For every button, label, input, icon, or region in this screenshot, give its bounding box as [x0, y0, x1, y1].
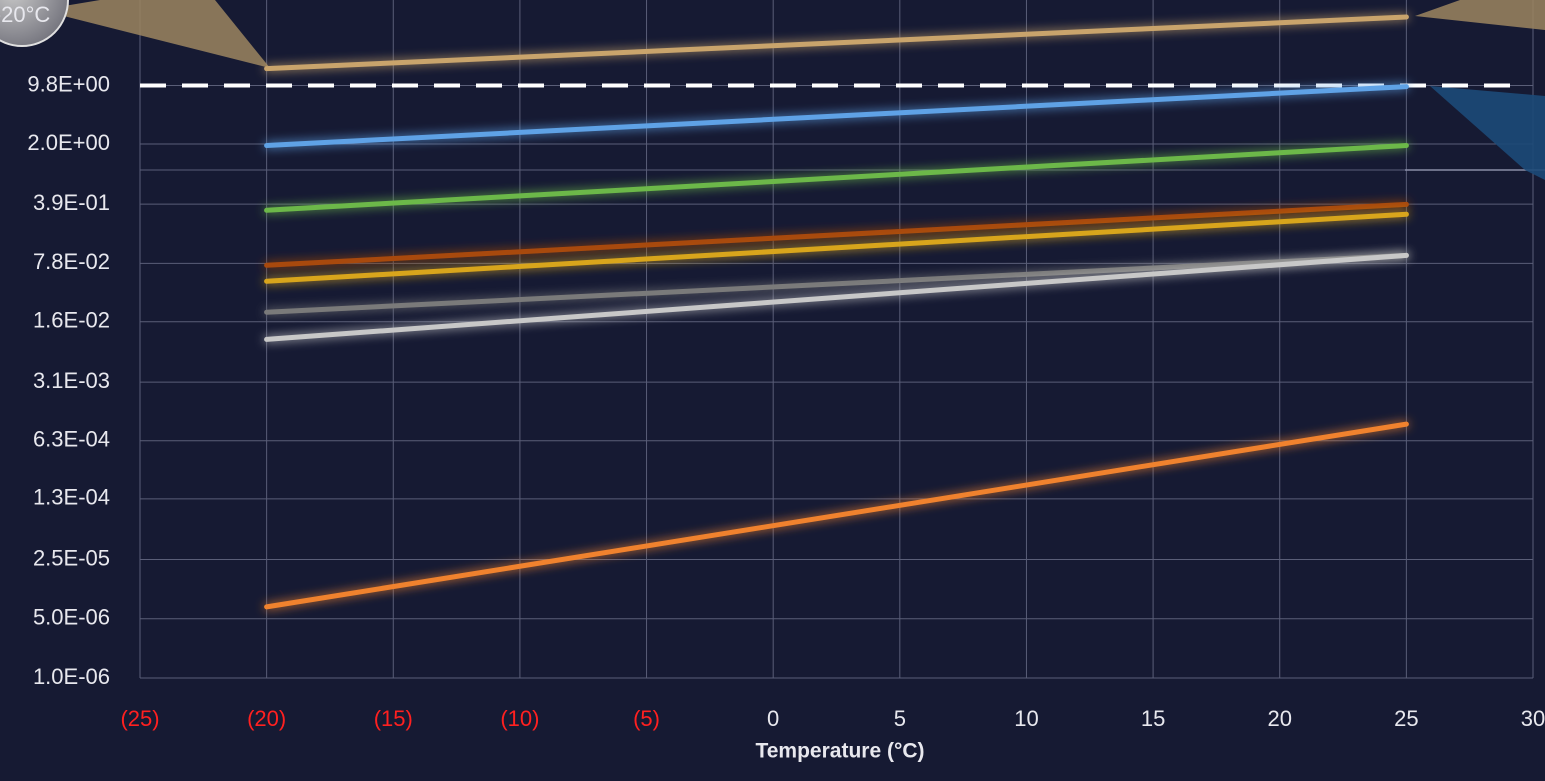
y-tick-label: 1.3E-04	[33, 485, 110, 510]
x-tick-label: (20)	[247, 706, 286, 731]
series-line	[264, 211, 1409, 284]
y-tick-label: 1.0E-06	[33, 664, 110, 689]
x-tick-label: 20	[1267, 706, 1291, 731]
series-line	[264, 421, 1409, 610]
x-tick-label: 10	[1014, 706, 1038, 731]
y-tick-label: 7.8E-02	[33, 249, 110, 274]
y-tick-label: 6.3E-04	[33, 427, 110, 452]
series-line	[264, 252, 1409, 315]
y-tick-label: 1.6E-02	[33, 308, 110, 333]
y-tick-label: 9.8E+00	[27, 71, 110, 96]
series-line	[264, 84, 1409, 148]
x-tick-label: 5	[894, 706, 906, 731]
annotation: -20°C	[0, 2, 50, 27]
y-tick-label: 2.5E-05	[33, 545, 110, 570]
callout-pointer	[40, 0, 270, 68]
y-tick-label: 3.9E-01	[33, 190, 110, 215]
y-tick-label: 3.1E-03	[33, 368, 110, 393]
x-tick-label: (10)	[500, 706, 539, 731]
y-tick-label: 2.0E+00	[27, 130, 110, 155]
x-tick-label: (5)	[633, 706, 660, 731]
callout-pointer	[1430, 86, 1545, 180]
series-line	[264, 14, 1409, 72]
callout-bubble	[0, 0, 69, 47]
callout-pointer	[1415, 0, 1545, 30]
x-tick-label: 0	[767, 706, 779, 731]
y-tick-label: 5.0E-06	[33, 605, 110, 630]
series-line	[264, 201, 1409, 268]
x-tick-label: 30	[1521, 706, 1545, 731]
x-axis-title: Temperature (°C)	[755, 740, 924, 763]
x-tick-label: (15)	[374, 706, 413, 731]
series-line	[264, 143, 1409, 213]
x-tick-label: (25)	[120, 706, 159, 731]
x-tick-label: 15	[1141, 706, 1165, 731]
x-tick-label: 25	[1394, 706, 1418, 731]
series-line	[264, 252, 1409, 342]
